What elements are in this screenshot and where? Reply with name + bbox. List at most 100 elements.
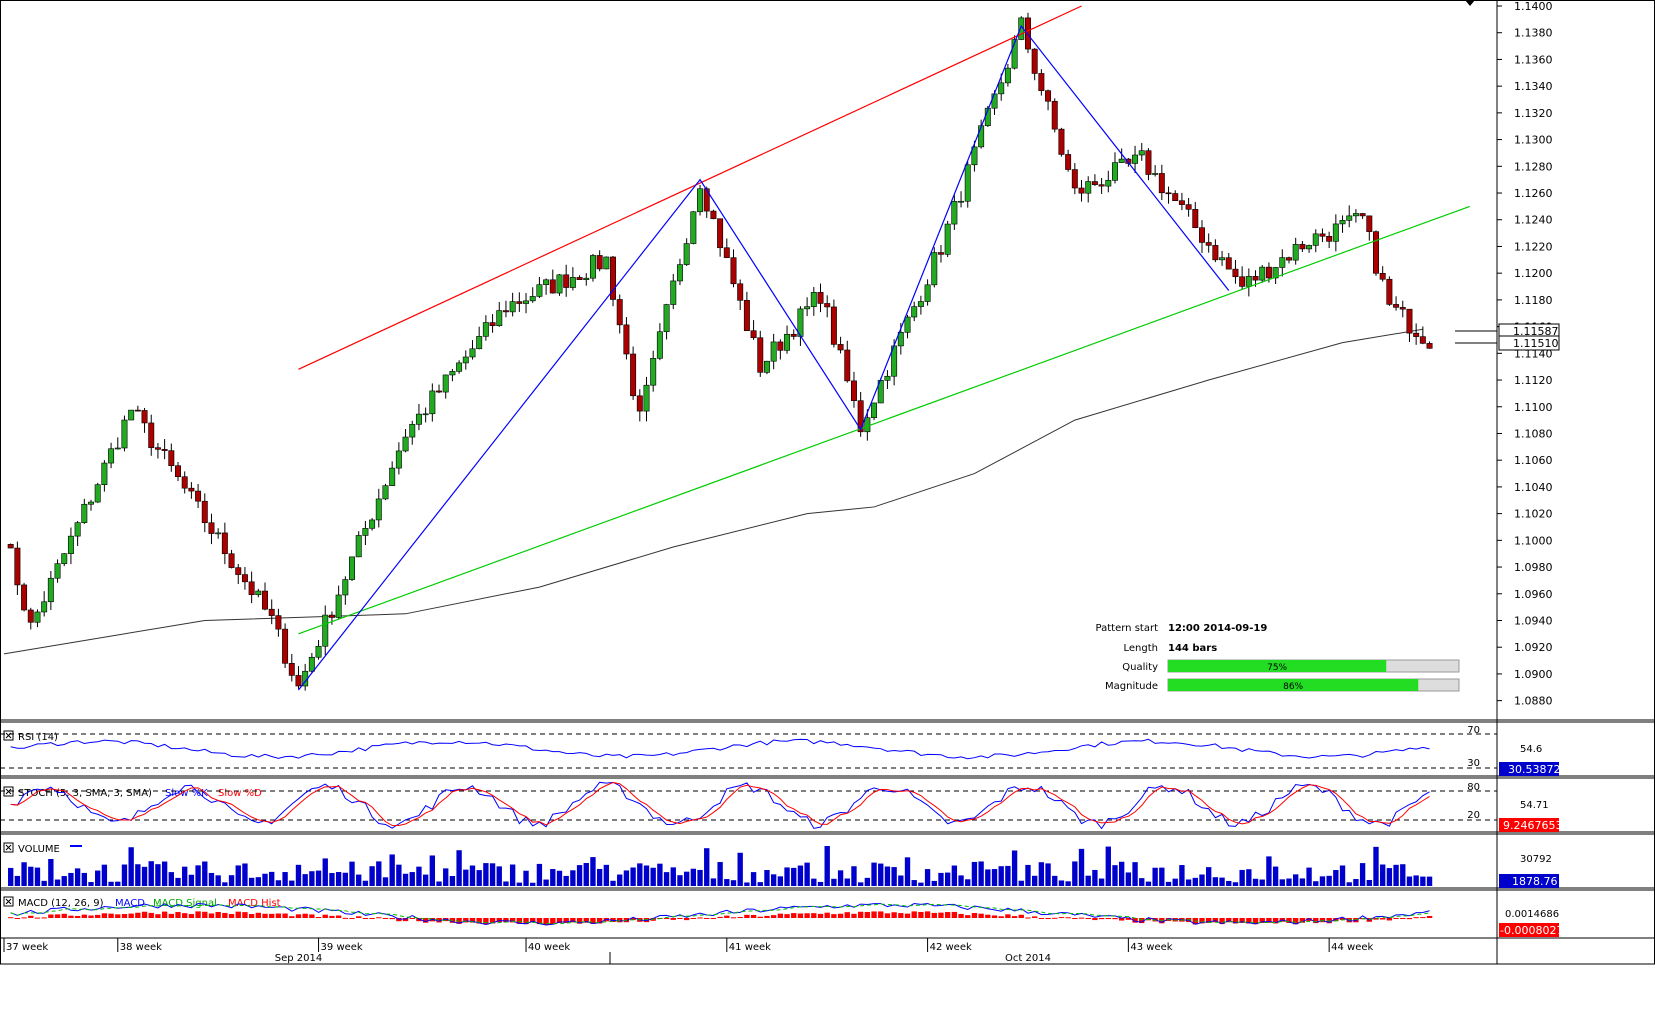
bearish-candle: [1319, 233, 1326, 237]
volume-bar: [931, 880, 937, 886]
support-line: [298, 205, 1470, 635]
macd-hist-bar: [1025, 917, 1031, 919]
volume-bar: [985, 869, 991, 886]
bearish-candle: [1205, 242, 1212, 246]
macd-hist-bar: [1105, 918, 1111, 920]
macd-hist-bar: [864, 912, 871, 918]
macd-hist-bar: [911, 911, 917, 918]
volume-bar: [1313, 881, 1319, 886]
volume-bar: [389, 854, 395, 886]
rsi-level: 30: [1467, 758, 1480, 769]
bullish-candle: [978, 125, 985, 148]
bearish-candle: [723, 247, 730, 258]
bullish-candle: [81, 503, 88, 523]
bearish-candle: [1326, 235, 1333, 242]
macd-hist-bar: [1339, 918, 1346, 921]
macd-hist-bar: [791, 913, 797, 918]
bullish-candle: [1292, 244, 1299, 261]
bullish-candle: [456, 362, 463, 372]
bullish-candle: [41, 601, 48, 613]
macd-hist-bar: [289, 916, 295, 918]
bullish-candle: [1112, 162, 1118, 181]
macd-hist-bar: [797, 913, 804, 918]
bearish-candle: [1426, 343, 1433, 349]
volume-bar: [322, 858, 328, 886]
bearish-candle: [616, 299, 623, 326]
macd-hist-bar: [1426, 915, 1433, 918]
bearish-candle: [188, 487, 195, 492]
macd-hist-bar: [536, 918, 543, 925]
macd-hist-bar: [690, 918, 697, 919]
volume-bar: [128, 847, 134, 886]
bearish-candle: [1386, 278, 1393, 305]
volume-bar: [1139, 878, 1145, 886]
volume-bar: [28, 866, 34, 886]
stoch-level: 20: [1467, 810, 1480, 821]
volume-bar: [48, 859, 54, 886]
stoch-d-line: [10, 782, 1430, 827]
volume-bar: [1072, 861, 1078, 886]
bearish-candle: [1025, 17, 1031, 50]
macd-hist-bar: [148, 912, 154, 918]
macd-hist-bar: [516, 918, 523, 924]
volume-bar: [1092, 869, 1098, 886]
macd-hist-bar: [1038, 918, 1045, 919]
bullish-candle: [1332, 223, 1339, 242]
bearish-candle: [295, 675, 302, 687]
rsi-level: 54.6: [1520, 744, 1542, 755]
volume-bar: [657, 863, 663, 886]
macd-hist-bar: [878, 911, 884, 918]
bullish-candle: [67, 535, 74, 554]
macd-hist-bar: [1380, 918, 1386, 920]
bearish-candle: [221, 532, 228, 555]
volume-bar: [1031, 875, 1038, 886]
magnitude-bar-fill: [1168, 679, 1419, 691]
volume-bar: [14, 875, 21, 886]
volume-bar: [623, 870, 630, 886]
bearish-candle: [1038, 73, 1045, 91]
bearish-candle: [1379, 272, 1386, 280]
bullish-candle: [389, 467, 396, 486]
bullish-candle: [690, 211, 697, 244]
bearish-candle: [1071, 169, 1078, 189]
macd-hist-bar: [971, 912, 978, 918]
close-icon-glyph: [5, 788, 12, 795]
macd-hist-bar: [898, 913, 904, 918]
bearish-candle: [1078, 187, 1085, 194]
macd-hist-bar: [717, 916, 723, 918]
stoch-k-line: [10, 781, 1430, 830]
volume-bar: [878, 863, 884, 886]
macd-hist-bar: [1386, 918, 1393, 921]
bullish-candle: [342, 579, 349, 596]
bearish-candle: [134, 409, 141, 412]
bullish-candle: [1245, 276, 1252, 287]
volume-bar: [81, 872, 87, 886]
volume-bar: [1333, 870, 1339, 886]
macd-hist-bar: [804, 913, 810, 918]
macd-hist-bar: [530, 918, 536, 923]
bullish-candle: [1219, 257, 1226, 261]
bullish-candle: [1259, 266, 1266, 281]
volume-bar: [1386, 868, 1393, 886]
macd-hist-bar: [1400, 918, 1406, 919]
bullish-candle: [951, 201, 958, 225]
macd-hist-bar: [356, 916, 362, 918]
bearish-candle: [161, 449, 168, 451]
bearish-candle: [737, 283, 744, 301]
volume-bar: [1018, 880, 1024, 886]
macd-hist-bar: [54, 914, 61, 918]
macd-hist-bar: [523, 918, 529, 925]
volume-bar: [824, 846, 830, 886]
bearish-candle: [1192, 209, 1199, 228]
price-tick-label: 1.1360: [1514, 53, 1553, 66]
rsi-level: 70: [1467, 725, 1480, 736]
bullish-candle: [308, 656, 315, 672]
volume-bar: [857, 882, 864, 886]
volume-bar: [590, 857, 596, 886]
price-tick-label: 1.1400: [1514, 0, 1553, 13]
bullish-candle: [482, 322, 489, 337]
macd-hist-bar: [1319, 918, 1326, 923]
macd-hist-bar: [770, 915, 777, 918]
volume-bar: [1232, 882, 1239, 886]
bearish-candle: [489, 322, 496, 326]
